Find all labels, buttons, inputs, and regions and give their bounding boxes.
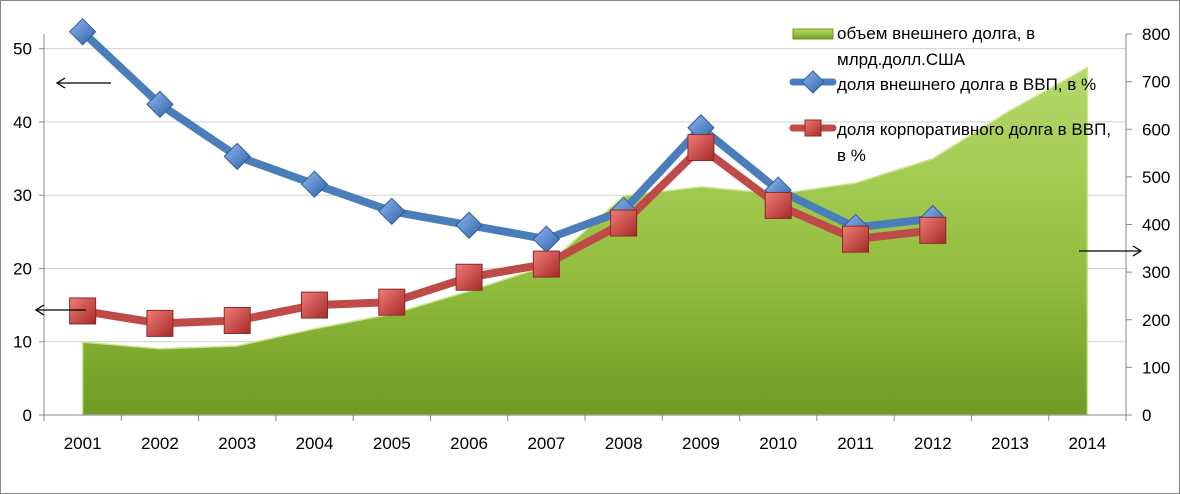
right-tick-label: 0 [1142, 406, 1151, 425]
x-tick-label: 2006 [450, 434, 488, 453]
left-tick-label: 10 [13, 333, 32, 352]
x-tick-label: 2002 [141, 434, 179, 453]
legend-label: объем внешнего долга, в [837, 24, 1035, 43]
left-tick-label: 20 [13, 259, 32, 278]
arrow-left-icon [55, 77, 111, 89]
square-marker [146, 309, 174, 337]
x-tick-label: 2005 [373, 434, 411, 453]
left-tick-label: 30 [13, 186, 32, 205]
arrow-right-icon [1079, 245, 1143, 257]
x-tick-label: 2009 [682, 434, 720, 453]
x-tick-label: 2012 [914, 434, 952, 453]
legend-label: млрд.долл.США [837, 50, 966, 69]
legend-swatch-area [792, 28, 834, 40]
square-marker [687, 134, 715, 162]
x-tick-label: 2007 [527, 434, 565, 453]
right-tick-label: 800 [1142, 25, 1170, 44]
left-tick-label: 50 [13, 40, 32, 59]
diamond-marker [223, 142, 251, 171]
legend-label: доля корпоративного долга в ВВП, [837, 120, 1111, 139]
square-marker [378, 288, 406, 316]
arrow-left-icon [34, 304, 86, 316]
square-marker [610, 209, 638, 237]
diamond-marker [68, 18, 97, 46]
diamond-marker [300, 170, 329, 198]
legend-label: в % [837, 146, 866, 165]
right-tick-label: 500 [1142, 168, 1170, 187]
square-marker [223, 306, 251, 334]
x-tick-label: 2003 [218, 434, 256, 453]
x-tick-label: 2008 [605, 434, 643, 453]
diamond-marker [146, 90, 174, 119]
annotation-arrows [34, 77, 1143, 316]
left-tick-label: 40 [13, 113, 32, 132]
diamond-marker [378, 197, 406, 226]
right-tick-label: 200 [1142, 311, 1170, 330]
square-marker [919, 216, 947, 244]
diamond-marker [455, 211, 483, 239]
square-marker [532, 250, 560, 278]
square-marker [301, 291, 328, 319]
legend-label: доля внешнего долга в ВВП, в % [837, 75, 1096, 94]
right-tick-label: 600 [1142, 120, 1170, 139]
diamond-marker [532, 225, 561, 253]
square-marker [764, 191, 792, 219]
x-tick-label: 2001 [64, 434, 102, 453]
right-tick-label: 100 [1142, 358, 1170, 377]
square-marker [69, 297, 97, 325]
x-tick-label: 2004 [296, 434, 334, 453]
x-tick-label: 2013 [991, 434, 1029, 453]
square-marker [804, 119, 822, 137]
right-tick-label: 300 [1142, 263, 1170, 282]
right-tick-label: 400 [1142, 216, 1170, 235]
square-marker [842, 225, 869, 253]
x-tick-label: 2011 [837, 434, 874, 453]
left-tick-label: 0 [23, 406, 32, 425]
x-tick-label: 2014 [1068, 434, 1106, 453]
right-tick-label: 700 [1142, 73, 1170, 92]
square-marker [455, 263, 483, 291]
x-tick-label: 2010 [759, 434, 797, 453]
diamond-marker [801, 70, 825, 94]
